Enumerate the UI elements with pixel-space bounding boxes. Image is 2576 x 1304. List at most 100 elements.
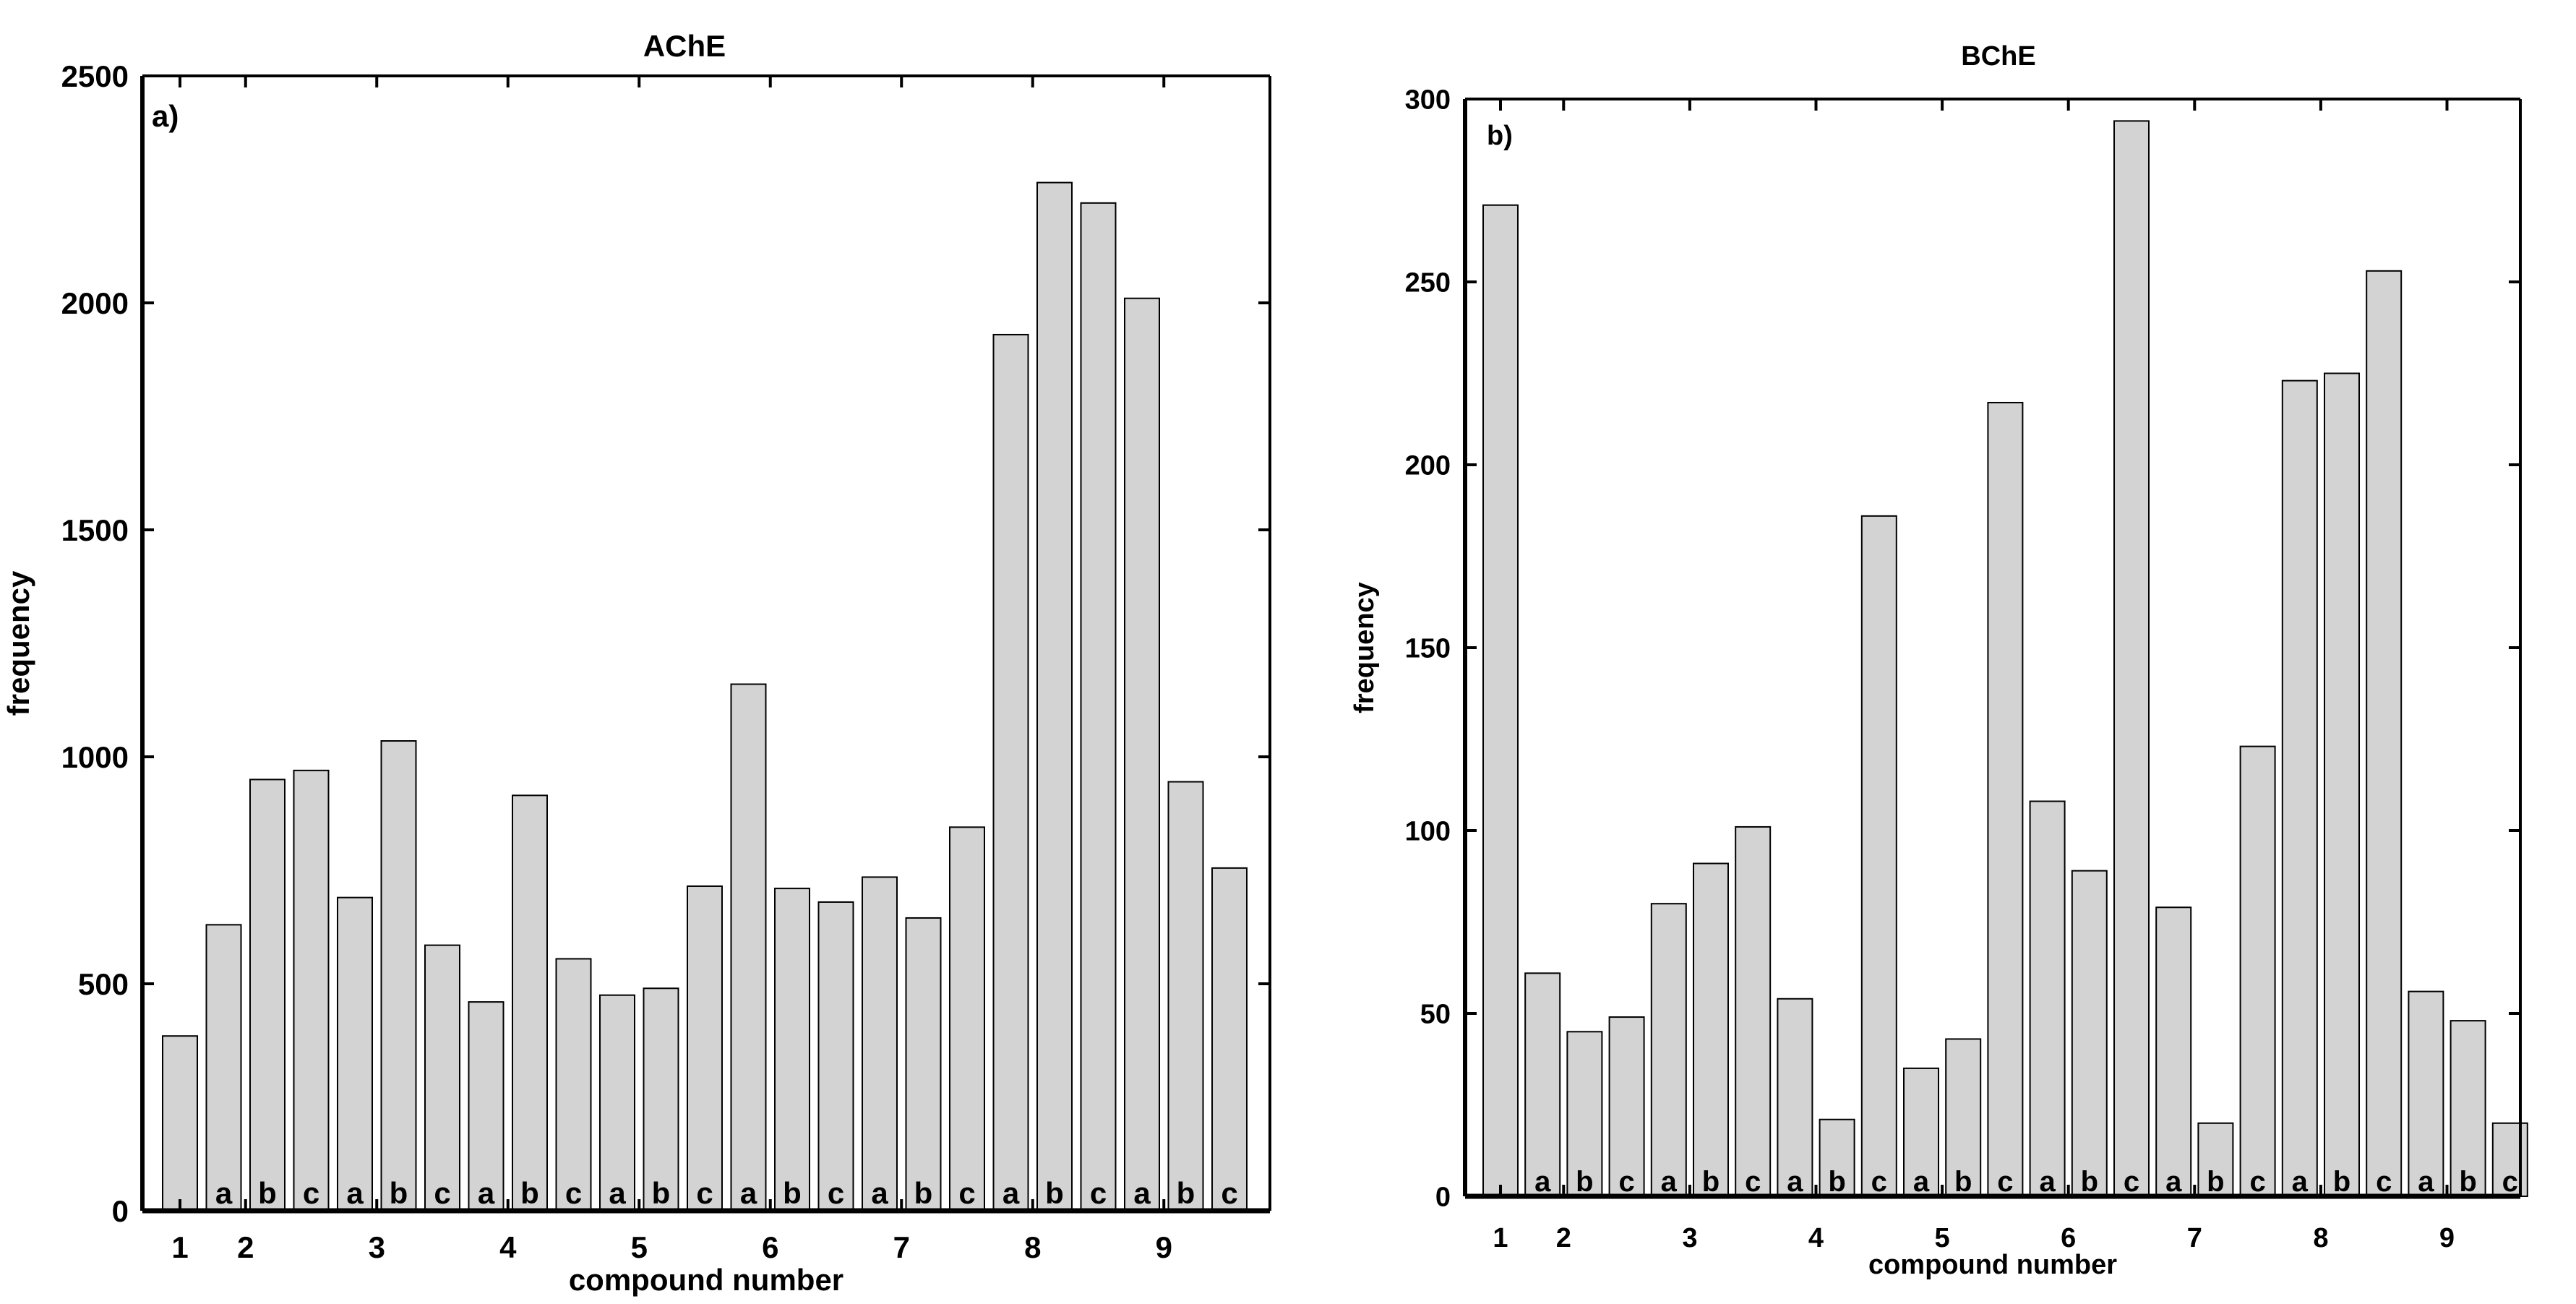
- bar-3c: [424, 944, 460, 1211]
- x-tick-label: 7: [893, 1230, 910, 1264]
- y-tick-label: 100: [1405, 817, 1451, 847]
- bar-7a: [2155, 906, 2192, 1197]
- bar-sub-label: c: [434, 1176, 450, 1210]
- bar-3c: [1735, 825, 1772, 1197]
- bar-4c: [555, 958, 592, 1211]
- bar-sub-label: b: [520, 1176, 539, 1210]
- bar-sub-label: c: [1997, 1166, 2013, 1198]
- bar-sub-label: b: [2333, 1166, 2350, 1198]
- panel-label: a): [152, 99, 179, 133]
- x-tick-label: 6: [762, 1230, 778, 1264]
- bar-5b: [1945, 1038, 1982, 1198]
- bar-sub-label: a: [1787, 1166, 1803, 1198]
- y-tick-label: 500: [78, 967, 129, 1001]
- bar-sub-label: a: [1003, 1176, 1020, 1210]
- bar-sub-label: b: [1954, 1166, 1972, 1198]
- y-tick-label: 2000: [61, 286, 129, 320]
- x-tick-label: 1: [1493, 1223, 1508, 1253]
- x-tick-label: 7: [2187, 1223, 2202, 1253]
- bar-1: [162, 1035, 198, 1211]
- bar-5a: [1903, 1067, 1939, 1198]
- y-tick-label: 2500: [61, 59, 129, 93]
- y-axis-label: frequency: [1349, 582, 1380, 713]
- bar-1: [1482, 204, 1519, 1197]
- bar-sub-label: a: [2165, 1166, 2182, 1198]
- bar-6a: [730, 683, 767, 1211]
- bar-sub-label: a: [1133, 1176, 1151, 1210]
- bar-8c: [2366, 270, 2403, 1198]
- bar-sub-label: b: [2081, 1166, 2098, 1198]
- bar-6b: [774, 888, 810, 1211]
- bar-3b: [380, 740, 417, 1211]
- bar-sub-label: a: [215, 1176, 233, 1210]
- bar-2b: [1566, 1031, 1603, 1198]
- bar-sub-label: a: [478, 1176, 495, 1210]
- bar-sub-label: c: [565, 1176, 582, 1210]
- bar-sub-label: b: [258, 1176, 277, 1210]
- bar-9a: [1124, 297, 1160, 1212]
- y-tick-label: 0: [112, 1194, 129, 1228]
- y-tick-label: 200: [1405, 451, 1451, 481]
- bar-7c: [2239, 745, 2276, 1197]
- y-tick-label: 150: [1405, 634, 1451, 664]
- bar-5c: [1987, 401, 2024, 1197]
- bar-sub-label: c: [958, 1176, 975, 1210]
- bar-2a: [205, 924, 242, 1211]
- bar-sub-label: c: [1090, 1176, 1107, 1210]
- bar-sub-label: a: [346, 1176, 364, 1210]
- y-tick-label: 250: [1405, 268, 1451, 299]
- bar-5c: [687, 885, 723, 1211]
- bar-8a: [2281, 379, 2318, 1197]
- bar-7c: [949, 826, 985, 1211]
- bar-sub-label: c: [2376, 1166, 2392, 1198]
- bar-2c: [293, 769, 330, 1211]
- bar-sub-label: c: [1221, 1176, 1237, 1210]
- bar-sub-label: a: [1534, 1166, 1551, 1198]
- bar-6b: [2071, 870, 2108, 1198]
- bar-6c: [2113, 120, 2150, 1198]
- bar-sub-label: b: [1828, 1166, 1845, 1198]
- bar-sub-label: a: [2418, 1166, 2434, 1198]
- bar-4b: [512, 794, 548, 1211]
- y-tick-label: 0: [1435, 1183, 1451, 1213]
- bar-7b: [905, 917, 942, 1211]
- bar-sub-label: b: [652, 1176, 671, 1210]
- x-tick-label: 6: [2061, 1223, 2076, 1253]
- bar-9c: [1211, 867, 1248, 1211]
- bar-sub-label: a: [740, 1176, 757, 1210]
- bar-sub-label: c: [696, 1176, 713, 1210]
- bar-8a: [992, 333, 1029, 1212]
- y-tick-label: 1500: [61, 513, 129, 547]
- bar-sub-label: a: [609, 1176, 626, 1210]
- bar-sub-label: b: [1576, 1166, 1593, 1198]
- bar-2b: [249, 778, 285, 1211]
- bar-8b: [1036, 181, 1073, 1212]
- bar-sub-label: c: [1745, 1166, 1761, 1198]
- x-tick-label: 3: [369, 1230, 385, 1264]
- bar-8b: [2324, 372, 2360, 1197]
- ache-chart: a b c a b c a b c a b c a b c a b c a b c a b c0500100015002000…: [1, 29, 1271, 1297]
- bar-sub-label: c: [1871, 1166, 1887, 1198]
- bche-chart: a b c a b c a b c a b c a b c a b c a b c a b c0501001502002503…: [1349, 41, 2528, 1280]
- bar-3a: [337, 896, 373, 1212]
- y-tick-label: 50: [1420, 1000, 1451, 1030]
- panel-label: b): [1487, 121, 1513, 151]
- bar-sub-label: a: [2292, 1166, 2309, 1198]
- bar-sub-label: a: [1661, 1166, 1678, 1198]
- y-tick-label: 1000: [61, 740, 129, 774]
- bar-sub-label: b: [783, 1176, 802, 1210]
- x-tick-label: 1: [171, 1230, 188, 1264]
- x-tick-label: 5: [631, 1230, 648, 1264]
- bar-sub-label: b: [1702, 1166, 1720, 1198]
- x-axis-label: compound number: [569, 1263, 843, 1297]
- bar-sub-label: a: [871, 1176, 888, 1210]
- bar-sub-label: a: [1913, 1166, 1930, 1198]
- chart-title: AChE: [643, 29, 726, 63]
- bar-sub-label: c: [828, 1176, 844, 1210]
- bar-sub-label: b: [914, 1176, 933, 1210]
- bar-sub-label: b: [390, 1176, 408, 1210]
- bar-9a: [2408, 990, 2444, 1197]
- bar-sub-label: c: [2502, 1166, 2518, 1198]
- bar-7a: [862, 876, 898, 1212]
